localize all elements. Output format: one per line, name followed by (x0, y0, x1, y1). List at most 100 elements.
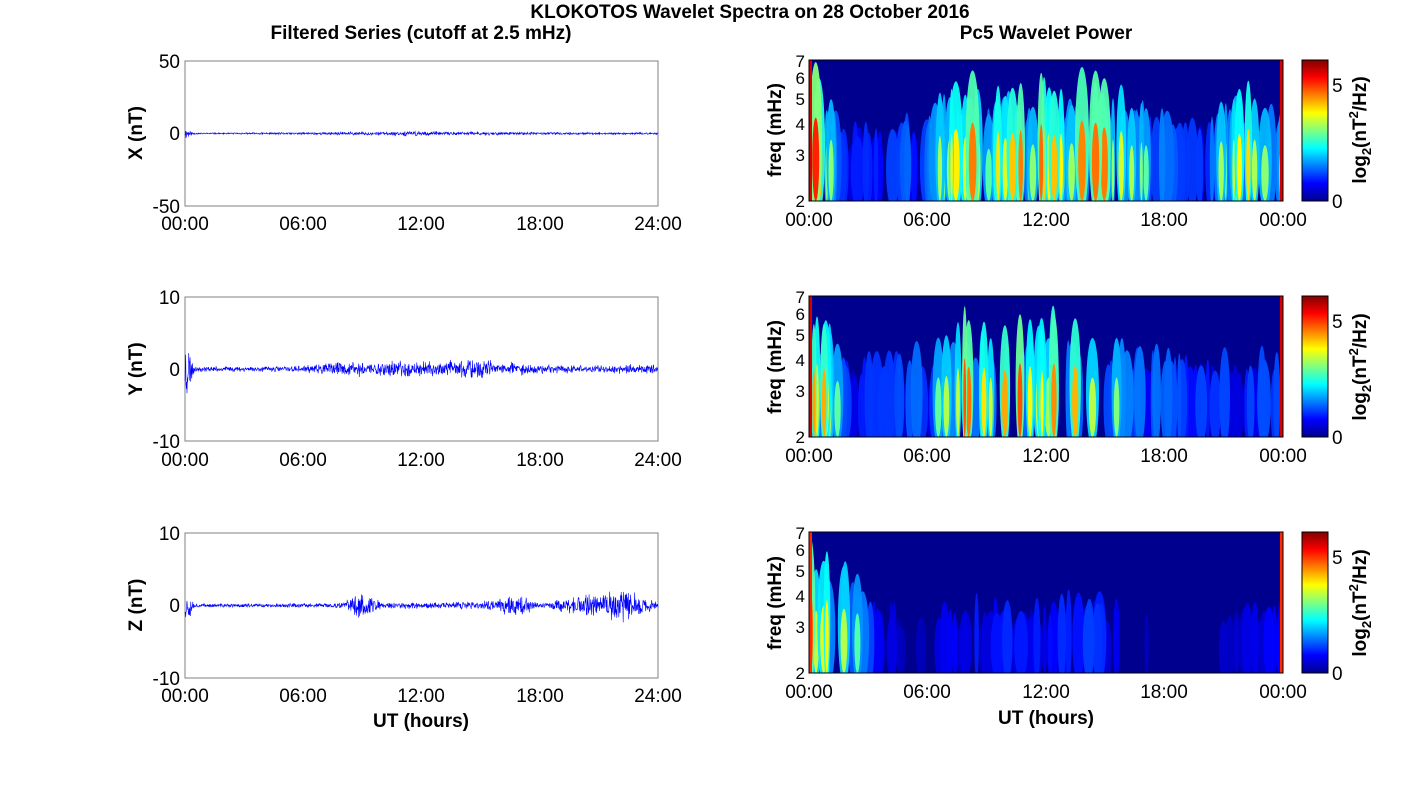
wavelet-power-core (1068, 143, 1075, 201)
wavelet-power-blob (1002, 600, 1013, 673)
wavelet-power-blob (1177, 353, 1182, 437)
wavelet-x-ytick-3: 3 (796, 146, 805, 165)
wavelet-z-xtick-1: 06:00 (903, 682, 951, 703)
wavelet-power-blob (1273, 352, 1281, 437)
left-column-title: Filtered Series (cutoff at 2.5 mHz) (271, 23, 572, 44)
wavelet-power-blob (904, 125, 911, 201)
filtered-z-y-label: Z (nT) (126, 579, 147, 632)
wavelet-power-blob (1014, 611, 1028, 673)
wavelet-x-y-label: freq (mHz) (765, 83, 786, 177)
wavelet-power-blob (1257, 359, 1271, 437)
wavelet-power-core (1140, 142, 1143, 201)
wavelet-power-core (1100, 127, 1108, 201)
filtered-z-xtick-0: 00:00 (161, 686, 209, 707)
wavelet-power-blob (1196, 128, 1204, 201)
wavelet-z-colorbar (1301, 531, 1329, 674)
wavelet-z-colorbar-tick-0: 0 (1332, 664, 1343, 685)
wavelet-power-blob (1234, 615, 1239, 673)
wavelet-power-blob (1113, 598, 1120, 673)
wavelet-power-blob (1092, 603, 1103, 673)
wavelet-power-core (1118, 131, 1124, 201)
wavelet-power-blob (864, 351, 874, 437)
wavelet-x-xtick-1: 06:00 (903, 210, 951, 231)
wavelet-power-blob (1246, 365, 1255, 437)
wavelet-power-core (988, 377, 993, 437)
wavelet-power-blob (890, 601, 897, 673)
right-column-title: Pc5 Wavelet Power (960, 23, 1133, 44)
wavelet-power-blob (850, 136, 865, 201)
wavelet-x-colorbar-tick-5: 5 (1332, 76, 1343, 97)
wavelet-y-ytick-4: 4 (796, 351, 805, 370)
wavelet-power-blob (1233, 372, 1244, 437)
wavelet-power-core (937, 136, 943, 201)
wavelet-power-core (1039, 124, 1044, 201)
wavelet-z-ytick-2: 2 (796, 664, 805, 683)
wavelet-power-blob (1144, 613, 1149, 673)
filtered-y-ytick-top: 10 (159, 288, 180, 309)
wavelet-power-blob (946, 609, 954, 673)
wavelet-y-y-label: freq (mHz) (765, 320, 786, 414)
filtered-y-ytick-mid: 0 (169, 360, 180, 381)
wavelet-power-core (840, 608, 848, 673)
wavelet-edge-strip (1280, 60, 1283, 201)
filtered-x-xtick-2: 12:00 (397, 214, 445, 235)
filtered-z-xtick-2: 12:00 (397, 686, 445, 707)
wavelet-power-core (812, 117, 820, 201)
wavelet-power-blob (1082, 603, 1094, 673)
wavelet-x-frame (808, 59, 1284, 202)
wavelet-x-ytick-2: 2 (796, 192, 805, 211)
wavelet-edge-strip (1280, 532, 1283, 673)
wavelet-y-ytick-7: 7 (796, 288, 805, 307)
wavelet-x-panel: freq (mHz) 7 6 5 4 3 2 00:00 06:00 12:00… (765, 52, 1374, 231)
wavelet-power-blob (1047, 614, 1053, 673)
filtered-z-xtick-1: 06:00 (279, 686, 327, 707)
wavelet-power-blob (1186, 117, 1199, 201)
wavelet-z-ytick-6: 6 (796, 541, 805, 560)
wavelet-power-blob (1241, 603, 1254, 673)
wavelet-y-xtick-3: 18:00 (1140, 446, 1188, 467)
filtered-y-xtick-0: 00:00 (161, 450, 209, 471)
filtered-x-xtick-4: 24:00 (634, 214, 682, 235)
filtered-y-y-label: Y (nT) (126, 342, 147, 395)
wavelet-y-ytick-6: 6 (796, 305, 805, 324)
right-x-axis-label: UT (hours) (998, 708, 1094, 729)
filtered-z-ytick-mid: 0 (169, 596, 180, 617)
wavelet-power-core (981, 367, 987, 437)
wavelet-y-xtick-0: 00:00 (785, 446, 833, 467)
wavelet-power-blob (873, 608, 882, 673)
wavelet-z-xtick-0: 00:00 (785, 682, 833, 703)
wavelet-power-core (825, 600, 829, 673)
wavelet-power-core (854, 613, 861, 673)
wavelet-x-ytick-7: 7 (796, 52, 805, 71)
wavelet-power-blob (1033, 597, 1041, 673)
filtered-x-ytick-mid: 0 (169, 124, 180, 145)
wavelet-power-core (1059, 133, 1063, 201)
wavelet-x-xtick-4: 00:00 (1259, 210, 1307, 231)
wavelet-power-core (1051, 134, 1058, 201)
wavelet-z-colorbar-tick-5: 5 (1332, 548, 1343, 569)
wavelet-power-core (1129, 145, 1135, 201)
filtered-x-trace (184, 130, 659, 139)
filtered-z-panel: Z (nT) 10 0 -10 00:00 06:00 12:00 18:00 … (126, 524, 682, 707)
wavelet-power-core (943, 376, 950, 437)
wavelet-z-panel: freq (mHz) 7 6 5 4 3 2 00:00 06:00 12:00… (765, 524, 1374, 703)
wavelet-power-blob (862, 121, 869, 201)
wavelet-power-core (1246, 128, 1251, 201)
filtered-x-ytick-top: 50 (159, 52, 180, 73)
wavelet-power-blob (990, 612, 1004, 673)
wavelet-power-core (956, 368, 960, 437)
wavelet-z-xtick-2: 12:00 (1022, 682, 1070, 703)
wavelet-power-blob (858, 373, 865, 437)
wavelet-x-colorbar-tick-0: 0 (1332, 192, 1343, 213)
wavelet-power-core (1078, 120, 1086, 201)
wavelet-y-colorbar-tick-0: 0 (1332, 428, 1343, 449)
wavelet-power-core (963, 358, 967, 437)
filtered-y-ytick-bottom: -10 (153, 432, 180, 453)
wavelet-power-blob (952, 612, 958, 673)
wavelet-power-core (950, 133, 953, 201)
wavelet-x-ytick-4: 4 (796, 115, 805, 134)
wavelet-power-blob (1195, 365, 1208, 437)
wavelet-y-power-map (809, 296, 1283, 437)
wavelet-y-xtick-4: 00:00 (1259, 446, 1307, 467)
wavelet-power-blob (910, 131, 918, 201)
